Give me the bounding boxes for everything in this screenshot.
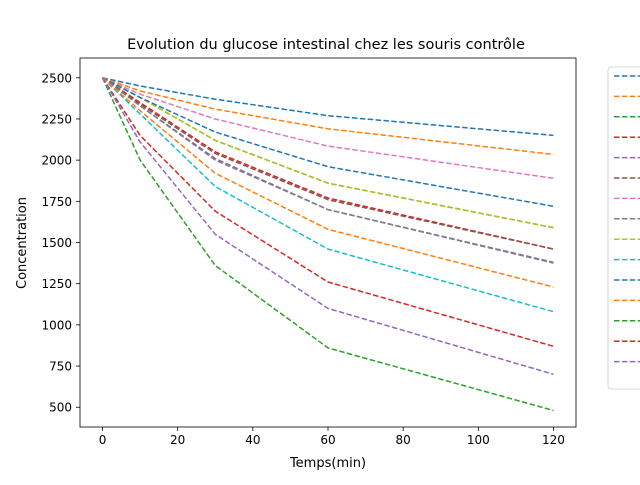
x-tick-label: 60 [320, 433, 335, 447]
series-line-11 [102, 77, 554, 208]
y-axis-label: Concentration [15, 197, 30, 289]
legend-frame [607, 66, 640, 390]
series-line-4 [102, 77, 554, 250]
x-tick-label: 0 [99, 433, 107, 447]
plot-area [80, 58, 576, 427]
series-layer [101, 77, 554, 412]
series-line-8 [102, 77, 554, 264]
chart-title: Evolution du glucose intestinal chez les… [127, 37, 525, 53]
y-tick-label: 750 [49, 360, 72, 374]
y-tick-label: 1250 [41, 277, 72, 291]
y-tick-label: 2000 [41, 154, 72, 168]
x-axis-ticks: 0 20 40 60 80 100 120 [99, 427, 565, 447]
series-line-7 [102, 77, 554, 180]
series-line-1 [102, 77, 554, 137]
x-tick-label: 20 [170, 433, 185, 447]
y-tick-label: 1000 [41, 318, 72, 332]
x-tick-label: 40 [245, 433, 260, 447]
legend-entries [614, 75, 640, 363]
series-line-15 [101, 77, 554, 376]
y-tick-label: 2250 [41, 112, 72, 126]
series-line-6 [102, 77, 554, 250]
plot-frame [79, 57, 577, 428]
y-tick-label: 2500 [41, 71, 72, 85]
x-axis-label: Temps(min) [289, 456, 366, 471]
y-axis-ticks: 500 750 1000 1250 1500 1750 2000 2250 2500 [41, 71, 80, 415]
series-line-12 [102, 77, 554, 288]
series-line-2 [102, 77, 554, 156]
series-line-13 [101, 77, 554, 412]
legend [607, 66, 640, 390]
series-line-5 [102, 77, 554, 264]
y-tick-label: 1500 [41, 236, 72, 250]
x-tick-label: 100 [467, 433, 490, 447]
y-tick-label: 1750 [41, 195, 72, 209]
series-line-14 [101, 77, 554, 348]
x-tick-label: 120 [542, 433, 565, 447]
y-tick-label: 500 [49, 401, 72, 415]
x-tick-label: 80 [396, 433, 411, 447]
series-line-10 [101, 77, 554, 313]
